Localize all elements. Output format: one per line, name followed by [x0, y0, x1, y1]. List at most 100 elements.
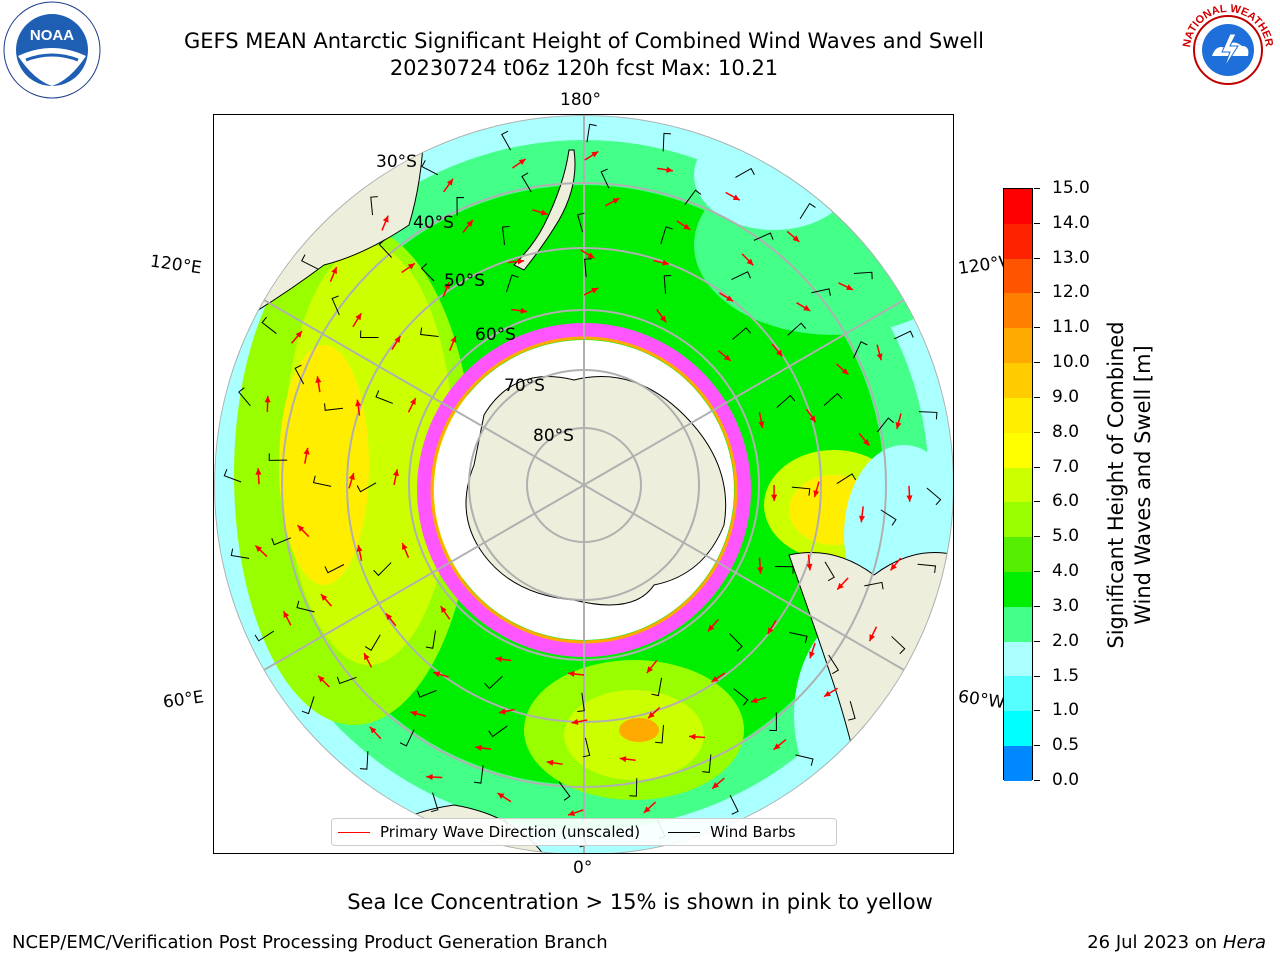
- wave-arrow-head: [711, 675, 719, 682]
- wave-arrow-head: [426, 773, 433, 781]
- wave-arrow-head: [331, 267, 337, 274]
- wave-arrow-head: [433, 671, 441, 678]
- wave-arrow-head: [823, 690, 831, 697]
- wind-barb: [729, 633, 743, 652]
- wave-arrow-head: [355, 313, 362, 321]
- wind-barb: [926, 487, 942, 506]
- colorbar-segment: [1004, 676, 1032, 712]
- wave-arrow-head: [369, 726, 377, 734]
- wind-barb: [375, 390, 393, 404]
- wind-barb: [823, 392, 843, 406]
- wind-barb: [789, 631, 808, 644]
- colorbar-segment: [1004, 397, 1032, 433]
- wind-barb: [505, 274, 519, 293]
- colorbar-tick-label: 10.0: [1052, 352, 1090, 373]
- wave-arrow-head: [444, 282, 450, 290]
- wind-barb: [301, 254, 319, 270]
- wave-arrow-head: [683, 223, 691, 230]
- wind-barb: [399, 729, 415, 747]
- wind-barb: [238, 387, 251, 407]
- wave-arrow-head: [612, 198, 620, 204]
- wind-barb: [795, 754, 814, 766]
- wind-barb: [502, 225, 510, 245]
- noaa-logo-text: NOAA: [30, 27, 74, 44]
- wind-barb: [501, 130, 512, 151]
- wind-barb: [421, 160, 439, 176]
- wave-arrow-head: [517, 258, 525, 265]
- wave-arrow-head: [758, 421, 765, 429]
- colorbar-segment: [1004, 502, 1032, 538]
- wind-barb: [918, 411, 938, 420]
- colorbar-segment: [1004, 363, 1032, 398]
- colorbar-segment: [1004, 258, 1032, 294]
- wind-barb: [811, 288, 831, 296]
- colorbar-tick-label: 14.0: [1052, 212, 1090, 233]
- colorbar-tick-label: 4.0: [1052, 561, 1080, 582]
- wind-barb: [577, 212, 585, 233]
- wave-arrow-head: [498, 708, 506, 715]
- wind-barb: [420, 327, 439, 337]
- wave-arrow-head: [315, 376, 322, 383]
- wave-arrow-head: [619, 756, 627, 763]
- colorbar-tick: [1034, 431, 1040, 433]
- colorbar-tick-label: 3.0: [1052, 595, 1080, 616]
- wave-arrow-head: [497, 792, 505, 799]
- wind-barb: [230, 548, 250, 559]
- wind-barb: [775, 566, 794, 574]
- wave-arrow-head: [440, 606, 447, 614]
- wind-barb: [848, 700, 856, 721]
- colorbar-segment: [1004, 641, 1032, 677]
- colorbar-tick-label: 11.0: [1052, 317, 1090, 338]
- wind-barb: [651, 677, 663, 697]
- wind-barb: [776, 394, 796, 408]
- wave-arrow-head: [318, 675, 325, 683]
- wind-barb: [360, 330, 379, 339]
- wave-arrow-head: [646, 666, 654, 674]
- wave-arrow-head: [809, 651, 815, 659]
- wave-arrow-head: [385, 613, 393, 621]
- wave-arrow-head: [890, 563, 897, 571]
- wind-barb: [364, 634, 381, 651]
- colorbar-title-line1: Significant Height of Combined: [1104, 321, 1128, 649]
- wind-barb: [268, 453, 288, 461]
- colorbar-tick: [1034, 396, 1040, 398]
- wave-arrow-head: [568, 670, 575, 677]
- new-zealand-land: [513, 149, 576, 271]
- wind-barb: [702, 754, 712, 773]
- wind-barb: [484, 675, 503, 690]
- wind-barb: [582, 737, 591, 758]
- wind-barb: [660, 226, 673, 245]
- wind-barb: [370, 196, 378, 216]
- wave-arrow-head: [410, 397, 416, 405]
- footer-left: NCEP/EMC/Verification Post Processing Pr…: [12, 932, 608, 953]
- wave-arrow-head: [726, 295, 734, 302]
- wind-barb: [662, 132, 671, 152]
- colorbar: [1003, 188, 1033, 781]
- wave-arrow-head: [546, 759, 554, 766]
- legend-item-wind-barbs: Wind Barbs: [668, 823, 796, 841]
- wind-barb: [876, 417, 894, 433]
- colorbar-tick-label: 0.5: [1052, 735, 1080, 756]
- wave-arrow-head: [356, 545, 363, 552]
- colorbar-tick: [1034, 571, 1040, 573]
- wave-arrow-head: [568, 810, 575, 816]
- sea-ice-caption: Sea Ice Concentration > 15% is shown in …: [347, 890, 933, 914]
- colorbar-tick: [1034, 710, 1040, 712]
- lat-label-50s: 50°S: [444, 271, 485, 291]
- wind-barb: [488, 725, 508, 738]
- wind-barb: [791, 486, 811, 496]
- wave-arrow-head: [662, 259, 670, 266]
- colorbar-tick: [1034, 675, 1040, 677]
- wave-arrow-head: [792, 235, 800, 242]
- wave-arrow-head: [407, 263, 415, 270]
- wind-barb: [373, 562, 392, 577]
- wind-barb: [425, 630, 436, 649]
- wind-barb: [312, 475, 332, 487]
- wave-arrow-head: [393, 469, 399, 477]
- wind-barb: [254, 630, 275, 642]
- wave-arrow-head: [401, 542, 408, 550]
- wind-barb: [731, 271, 752, 281]
- wave-arrow-head: [876, 353, 883, 361]
- lon-label-180: 180°: [560, 90, 601, 110]
- lat-label-70s: 70°S: [504, 376, 545, 396]
